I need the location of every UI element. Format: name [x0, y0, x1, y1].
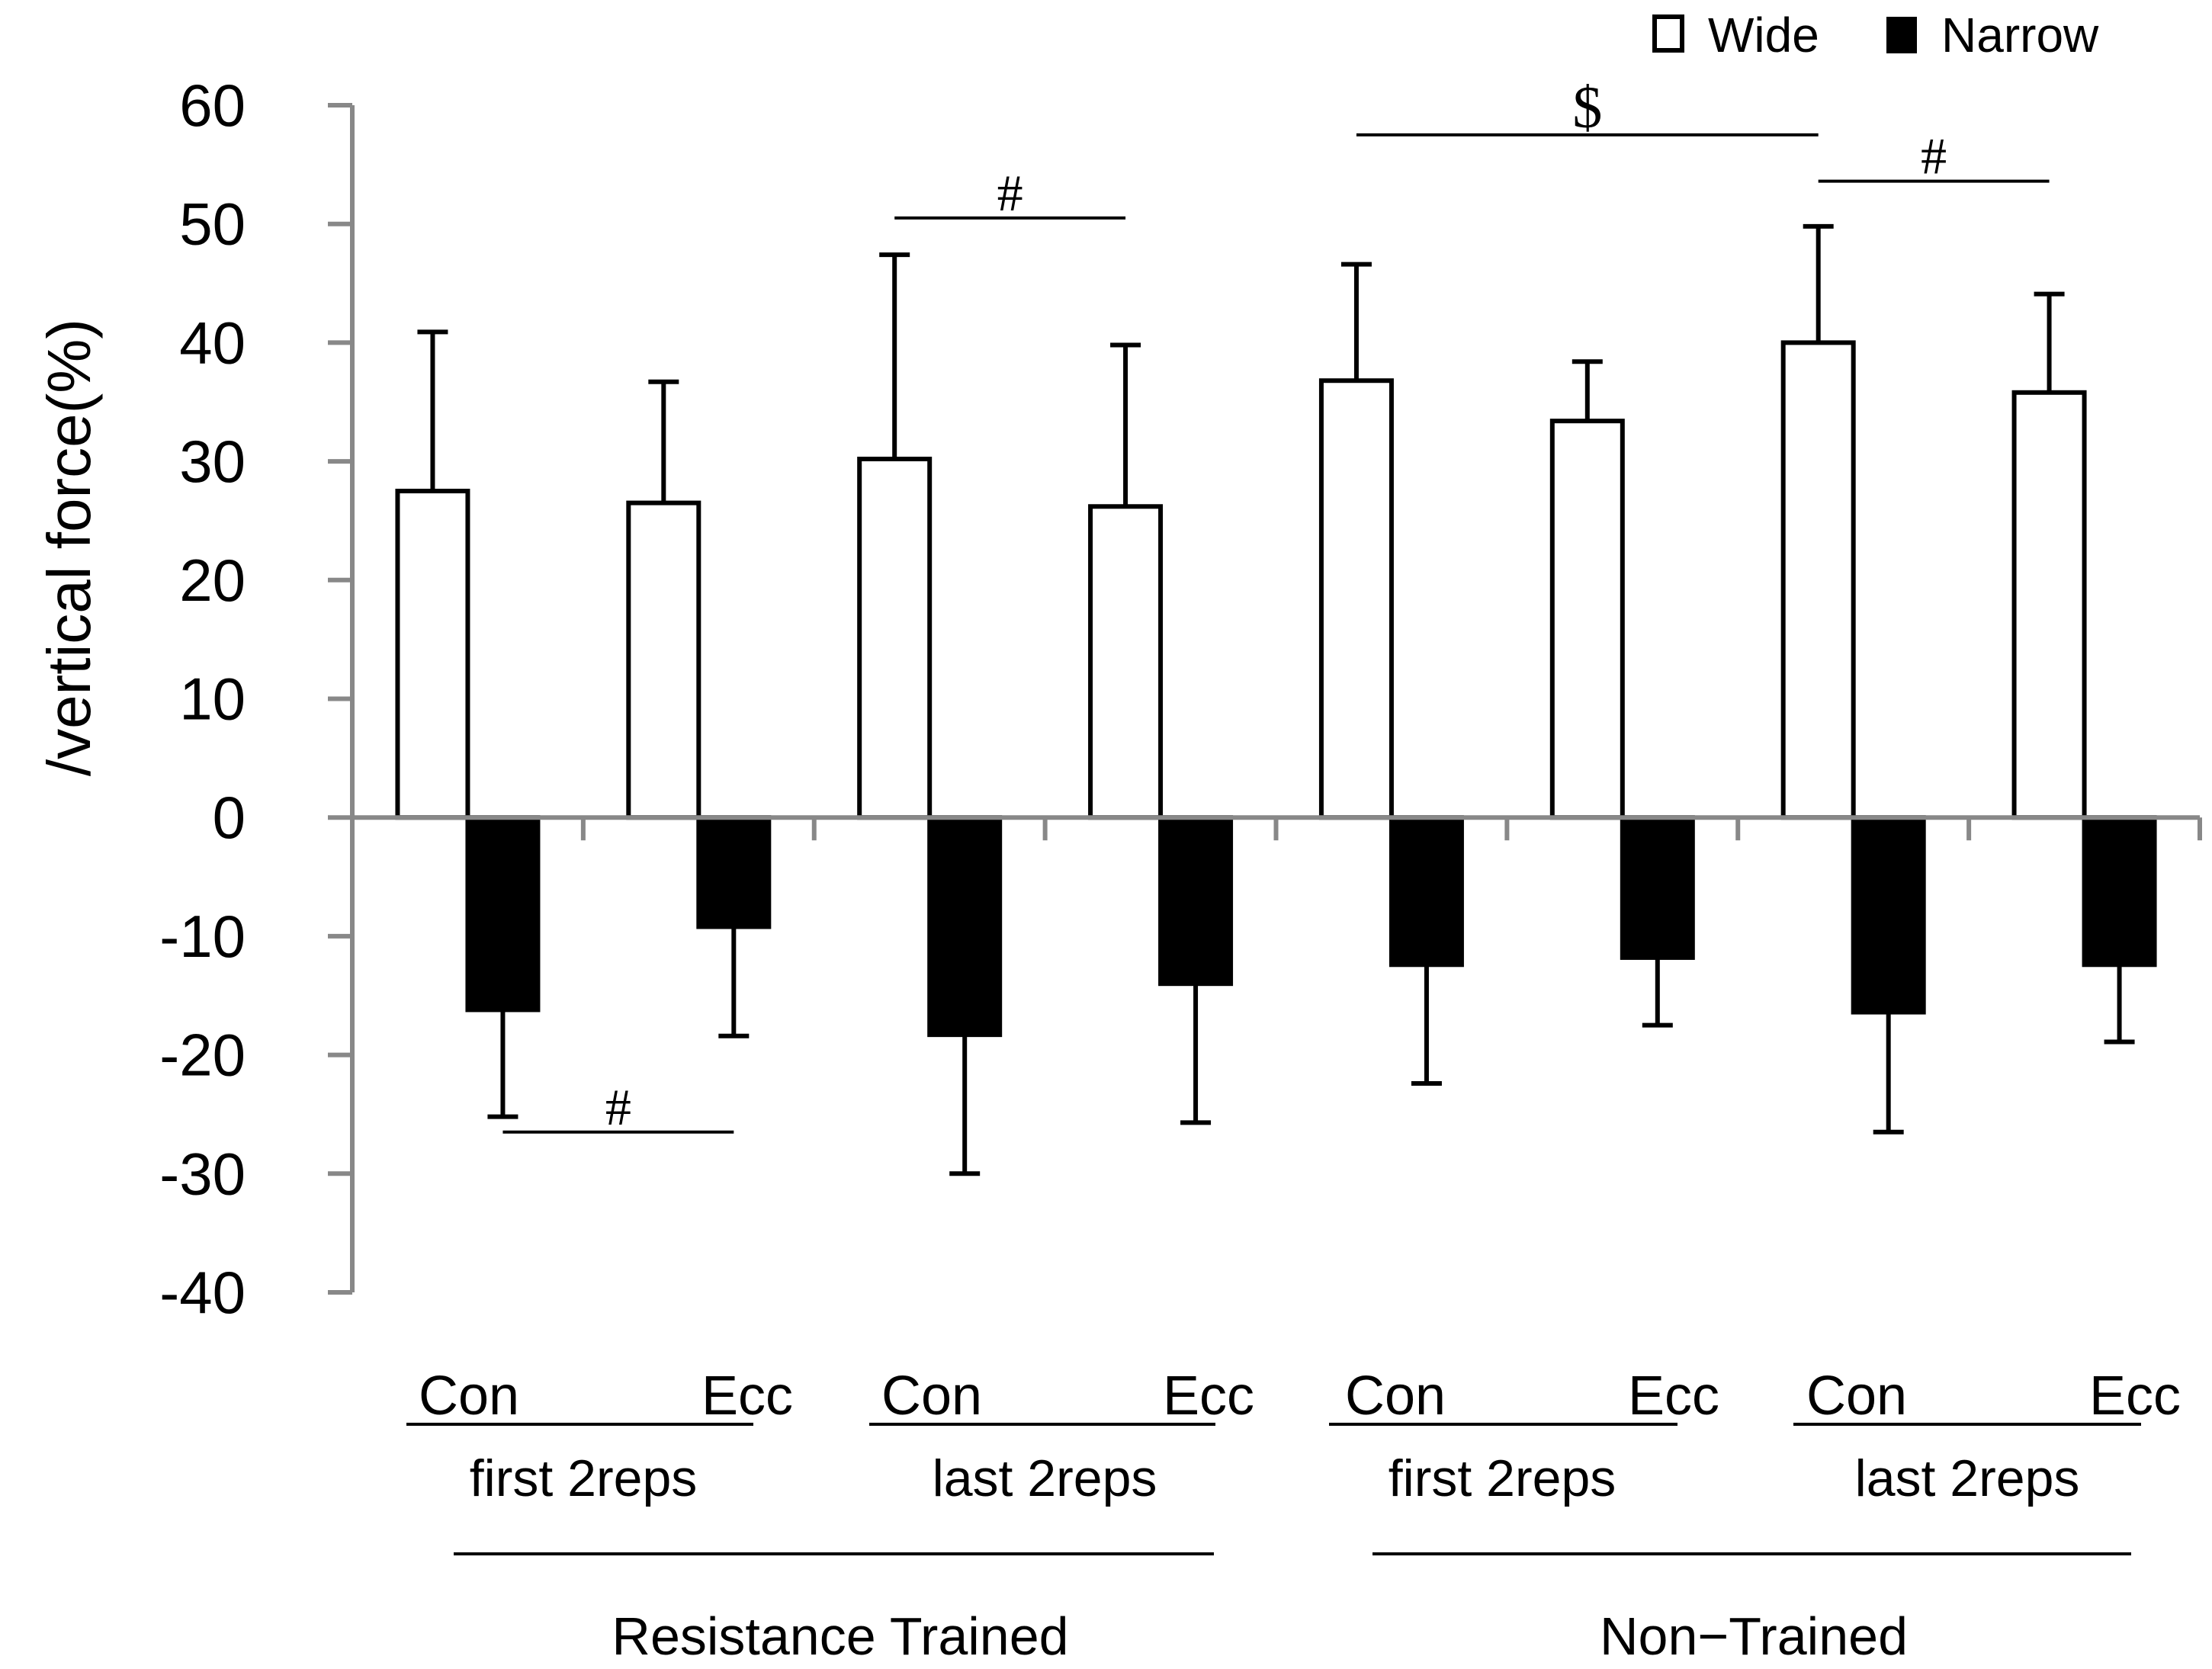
bar-narrow-4 [1389, 815, 1464, 968]
group-label-0: Resistance Trained [612, 1606, 1068, 1666]
phase-label-3: last 2reps [1855, 1449, 2080, 1507]
category-label-0: Con [419, 1366, 519, 1427]
bar-wide-2 [857, 456, 933, 820]
bar-wide-6 [1780, 340, 1856, 820]
bar-wide-3 [1088, 504, 1164, 820]
y-tick-label: 30 [179, 428, 246, 495]
annotation-layer: # # $ # [502, 74, 2050, 1136]
bar-wide-1 [626, 500, 701, 820]
bar-narrow-7 [2082, 815, 2157, 968]
significance-marker-0: # [605, 1078, 631, 1136]
legend-swatch-narrow [1886, 17, 1917, 53]
category-label-7: Ecc [2089, 1366, 2181, 1427]
significance-marker-2: $ [1572, 74, 1602, 140]
bar-narrow-2 [927, 815, 1003, 1038]
phase-label-0: first 2reps [470, 1449, 698, 1507]
category-label-3: Ecc [1163, 1366, 1254, 1427]
legend-swatch-wide [1652, 14, 1684, 53]
category-label-5: Ecc [1628, 1366, 1719, 1427]
legend: Wide Narrow [1652, 8, 2099, 63]
significance-marker-1: # [997, 164, 1023, 222]
bar-narrow-0 [465, 815, 541, 1013]
bar-wide-4 [1318, 378, 1394, 820]
bar-wide-0 [395, 489, 470, 820]
y-tick-label: 10 [179, 666, 246, 733]
y-tick-label: 60 [179, 72, 246, 139]
bar-wide-5 [1549, 419, 1625, 820]
y-tick-label: -40 [159, 1259, 246, 1326]
category-label-6: Con [1806, 1366, 1907, 1427]
bar-narrow-1 [696, 815, 772, 929]
y-tick-label: -20 [159, 1022, 246, 1089]
y-tick-label: 20 [179, 547, 246, 614]
y-tick-label: -10 [159, 903, 246, 970]
significance-marker-3: # [1921, 127, 1947, 185]
bar-wide-7 [2011, 390, 2087, 820]
phase-label-1: last 2reps [933, 1449, 1157, 1507]
category-label-2: Con [881, 1366, 982, 1427]
y-tick-label: 50 [179, 191, 246, 258]
phase-label-2: first 2reps [1389, 1449, 1616, 1507]
legend-label-wide: Wide [1708, 8, 1819, 63]
bar-narrow-6 [1851, 815, 1926, 1015]
category-label-4: Con [1345, 1366, 1446, 1427]
axis-layer: 60 50 40 30 20 10 0 -10 -20 -30 -40 [159, 72, 2202, 1326]
group-label-1: Non−Trained [1600, 1606, 1908, 1666]
y-tick-label: -30 [159, 1140, 246, 1207]
category-label-1: Ecc [701, 1366, 793, 1427]
y-tick-label: 0 [213, 784, 246, 851]
bar-narrow-3 [1158, 815, 1234, 987]
y-tick-label: 40 [179, 309, 246, 376]
bars-layer [395, 223, 2157, 1176]
legend-label-narrow: Narrow [1941, 8, 2099, 63]
y-axis-title: /vertical force(%) [35, 319, 103, 776]
bar-narrow-5 [1620, 815, 1695, 960]
